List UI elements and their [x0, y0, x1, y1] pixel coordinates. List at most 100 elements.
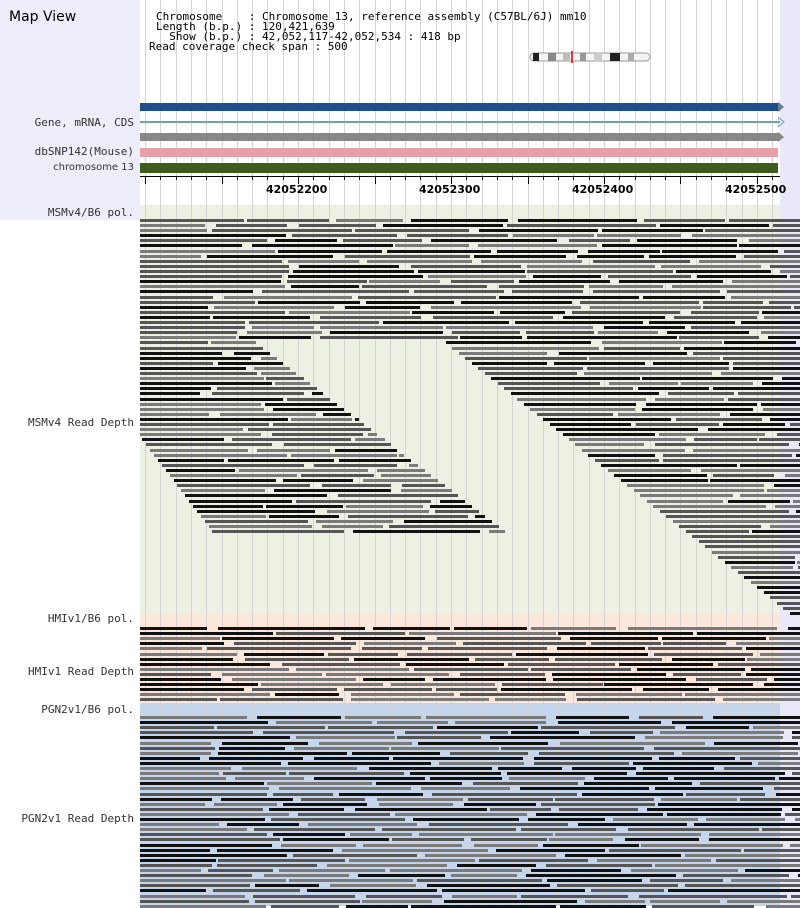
read-bar: [307, 889, 437, 892]
read-bar: [558, 632, 693, 635]
read-bar: [598, 331, 658, 334]
read-bar: [174, 479, 276, 482]
read-bar: [411, 265, 521, 268]
read-bar: [650, 900, 720, 903]
read-bar: [691, 326, 800, 329]
dbsnp-track-bar[interactable]: [140, 148, 778, 157]
read-bar: [527, 270, 673, 273]
read-bar: [641, 844, 783, 847]
read-bar: [498, 767, 562, 770]
ruler-tick: [329, 176, 330, 180]
read-bar: [672, 721, 800, 724]
read-bar: [140, 653, 237, 656]
read-bar: [685, 854, 800, 857]
grid-line: [482, 0, 483, 906]
read-bar: [219, 747, 285, 750]
read-bar: [639, 716, 703, 719]
read-bar: [263, 731, 394, 734]
read-bar: [474, 255, 566, 258]
read-bar: [531, 869, 621, 872]
read-bar: [154, 454, 287, 457]
read-bar: [792, 736, 800, 739]
read-bar: [685, 884, 800, 887]
read-bar: [515, 321, 643, 324]
read-bar: [546, 864, 652, 867]
read-bar: [140, 219, 244, 222]
read-bar: [643, 688, 709, 691]
grid-line: [711, 0, 712, 906]
pgn-pol-label: PGN2v1/B6 pol.: [41, 703, 134, 716]
read-bar: [377, 469, 425, 472]
grid-line: [405, 0, 406, 906]
ruler-tick: [390, 176, 391, 180]
read-bar: [279, 787, 411, 790]
read-bar: [364, 642, 456, 645]
info-chromosome: Chromosome : Chromosome 13, reference as…: [156, 10, 587, 23]
read-bar: [552, 673, 666, 676]
read-bar: [509, 777, 585, 780]
read-bar: [696, 678, 767, 681]
read-bar: [314, 757, 389, 760]
read-bar: [140, 255, 201, 258]
read-bar: [744, 255, 800, 258]
read-bar: [502, 683, 603, 686]
read-bar: [239, 336, 311, 339]
read-bar: [732, 280, 800, 283]
read-bar: [218, 627, 365, 630]
grid-line: [390, 0, 391, 906]
read-bar: [660, 731, 784, 734]
read-bar: [273, 423, 364, 426]
read-bar: [697, 275, 787, 278]
read-bar: [440, 500, 465, 503]
read-bar: [753, 726, 800, 729]
read-bar: [752, 530, 800, 533]
read-bar: [770, 596, 800, 599]
read-bar: [377, 798, 463, 801]
read-bar: [150, 449, 248, 452]
read-bar: [790, 423, 800, 426]
read-bar: [390, 869, 522, 872]
read-bar: [793, 500, 800, 503]
read-bar: [658, 803, 800, 806]
read-bar: [431, 306, 581, 309]
map-view-header: [0, 0, 140, 220]
cds-track-bar[interactable]: [140, 133, 780, 141]
grid-line: [252, 0, 253, 906]
read-bar: [618, 413, 720, 416]
mrna-track-bar[interactable]: [140, 121, 780, 123]
read-bar: [418, 742, 548, 745]
read-bar: [252, 244, 393, 247]
read-bar: [491, 377, 640, 380]
read-bar: [693, 352, 800, 355]
read-bar: [140, 326, 245, 329]
read-bar: [140, 698, 217, 701]
read-bar: [501, 688, 632, 691]
chromosome-ideogram-icon[interactable]: [528, 51, 652, 63]
read-bar: [710, 479, 800, 482]
read-bar: [608, 275, 691, 278]
read-bar: [140, 433, 261, 436]
read-bar: [637, 239, 737, 242]
read-bar: [140, 833, 267, 836]
read-bar: [580, 301, 699, 304]
read-bar: [316, 520, 393, 523]
grid-line: [757, 0, 758, 906]
read-bar: [140, 357, 251, 360]
read-bar: [740, 494, 800, 497]
read-bar: [685, 693, 800, 696]
read-bar: [213, 889, 300, 892]
read-bar: [534, 762, 629, 765]
read-bar: [536, 813, 663, 816]
read-bar: [746, 673, 800, 676]
read-bar: [475, 658, 549, 661]
read-bar: [676, 270, 771, 273]
chromosome-track-bar[interactable]: [140, 163, 778, 173]
read-bar: [140, 726, 214, 729]
read-bar: [283, 803, 367, 806]
read-bar: [731, 296, 800, 299]
ruler-tick: [512, 176, 513, 180]
read-bar: [228, 459, 334, 462]
grid-line: [267, 0, 268, 906]
gene-track-bar[interactable]: [140, 103, 780, 111]
read-bar: [293, 854, 417, 857]
